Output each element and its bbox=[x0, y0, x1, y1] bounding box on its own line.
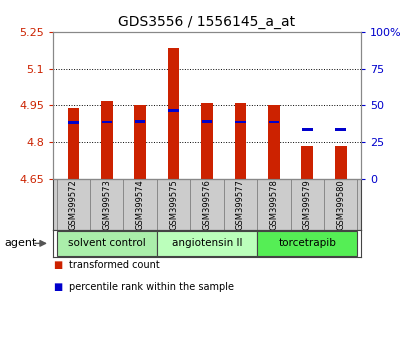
Bar bbox=[101, 121, 112, 123]
Bar bbox=[67, 108, 79, 179]
Bar bbox=[301, 145, 312, 179]
Text: transformed count: transformed count bbox=[69, 260, 159, 270]
Bar bbox=[201, 120, 212, 123]
Bar bbox=[335, 128, 345, 131]
Bar bbox=[268, 121, 279, 123]
Bar bbox=[101, 101, 112, 179]
Bar bbox=[334, 145, 346, 179]
Title: GDS3556 / 1556145_a_at: GDS3556 / 1556145_a_at bbox=[118, 16, 295, 29]
Bar bbox=[167, 48, 179, 179]
Text: GSM399574: GSM399574 bbox=[135, 179, 144, 230]
Bar bbox=[56, 231, 157, 256]
Bar bbox=[157, 231, 256, 256]
Text: ■: ■ bbox=[53, 282, 63, 292]
Text: GSM399579: GSM399579 bbox=[302, 179, 311, 230]
Bar bbox=[256, 231, 357, 256]
Bar bbox=[301, 128, 312, 131]
Bar bbox=[201, 103, 212, 179]
Text: GSM399577: GSM399577 bbox=[236, 179, 244, 230]
Text: angiotensin II: angiotensin II bbox=[171, 238, 242, 249]
Bar bbox=[267, 105, 279, 179]
Text: solvent control: solvent control bbox=[68, 238, 145, 249]
Bar bbox=[168, 109, 178, 112]
Text: agent: agent bbox=[4, 238, 36, 249]
Text: GSM399580: GSM399580 bbox=[335, 179, 344, 230]
Text: torcetrapib: torcetrapib bbox=[278, 238, 335, 249]
Text: ■: ■ bbox=[53, 260, 63, 270]
Text: percentile rank within the sample: percentile rank within the sample bbox=[69, 282, 233, 292]
Text: GSM399573: GSM399573 bbox=[102, 179, 111, 230]
Bar bbox=[235, 121, 245, 123]
Text: GSM399575: GSM399575 bbox=[169, 179, 178, 230]
Bar bbox=[234, 103, 246, 179]
Bar bbox=[135, 120, 145, 123]
Text: GSM399576: GSM399576 bbox=[202, 179, 211, 230]
Bar bbox=[134, 105, 146, 179]
Bar bbox=[68, 121, 79, 124]
Text: GSM399572: GSM399572 bbox=[69, 179, 78, 230]
Text: GSM399578: GSM399578 bbox=[269, 179, 278, 230]
